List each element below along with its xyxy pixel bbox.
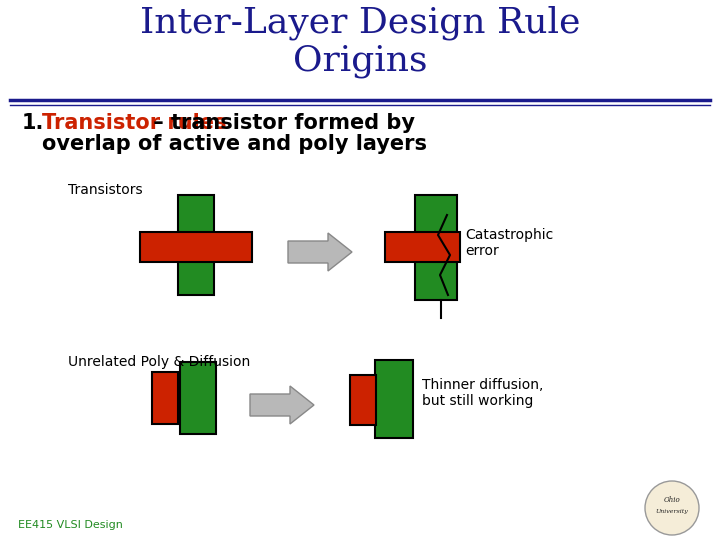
Bar	[152, 372, 178, 424]
Text: Ohio: Ohio	[664, 496, 680, 504]
Text: University: University	[656, 510, 688, 515]
Text: Unrelated Poly & Diffusion: Unrelated Poly & Diffusion	[68, 355, 251, 369]
Text: overlap of active and poly layers: overlap of active and poly layers	[42, 134, 427, 154]
Bar	[385, 232, 460, 262]
Text: Catastrophic
error: Catastrophic error	[465, 228, 553, 258]
Text: Transistors: Transistors	[68, 183, 143, 197]
Bar	[178, 195, 214, 295]
Text: – transistor formed by: – transistor formed by	[146, 113, 415, 133]
Bar	[180, 362, 216, 434]
Text: Thinner diffusion,
but still working: Thinner diffusion, but still working	[422, 378, 544, 408]
Polygon shape	[288, 233, 352, 271]
Text: Inter-Layer Design Rule
Origins: Inter-Layer Design Rule Origins	[140, 5, 580, 78]
Bar	[350, 375, 376, 425]
Circle shape	[645, 481, 699, 535]
Bar	[140, 232, 252, 262]
Text: 1.: 1.	[22, 113, 45, 133]
Text: EE415 VLSI Design: EE415 VLSI Design	[18, 520, 123, 530]
Bar	[415, 195, 457, 300]
Bar	[375, 360, 413, 438]
Text: Transistor rules: Transistor rules	[42, 113, 227, 133]
Polygon shape	[250, 386, 314, 424]
